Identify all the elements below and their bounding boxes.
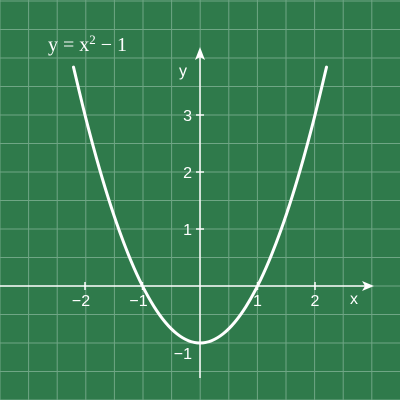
title-base: y = x [48, 34, 89, 56]
x-axis-label: x [350, 291, 358, 308]
series-curve [72, 65, 328, 345]
x-tick-label: 2 [311, 293, 320, 310]
y-tick-label: 3 [183, 108, 192, 125]
y-axis-arrow [195, 47, 205, 60]
title-suffix: − 1 [96, 34, 127, 56]
y-tick-label: 1 [183, 222, 192, 239]
axes [0, 47, 374, 378]
x-tick-label: −2 [72, 293, 90, 310]
y-tick-label: 2 [183, 165, 192, 182]
y-tick-label: −1 [174, 346, 192, 363]
x-axis-arrow [362, 281, 374, 291]
chart-title: y = x2 − 1 [48, 32, 127, 56]
x-tick-label: 1 [253, 293, 262, 310]
title-exponent: 2 [89, 32, 96, 47]
y-axis-label: y [179, 63, 187, 80]
ticks: −2 −1 1 2 −1 1 2 3 [72, 108, 320, 363]
x-tick-label: −1 [129, 293, 147, 310]
